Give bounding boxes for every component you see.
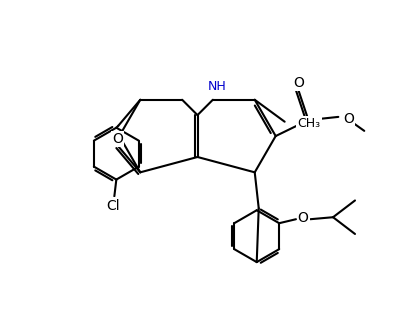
Text: Cl: Cl (106, 198, 120, 212)
Text: O: O (112, 132, 123, 146)
Text: O: O (344, 112, 354, 126)
Text: O: O (298, 211, 308, 225)
Text: NH: NH (207, 81, 226, 94)
Text: CH₃: CH₃ (297, 117, 320, 130)
Text: O: O (293, 76, 304, 90)
